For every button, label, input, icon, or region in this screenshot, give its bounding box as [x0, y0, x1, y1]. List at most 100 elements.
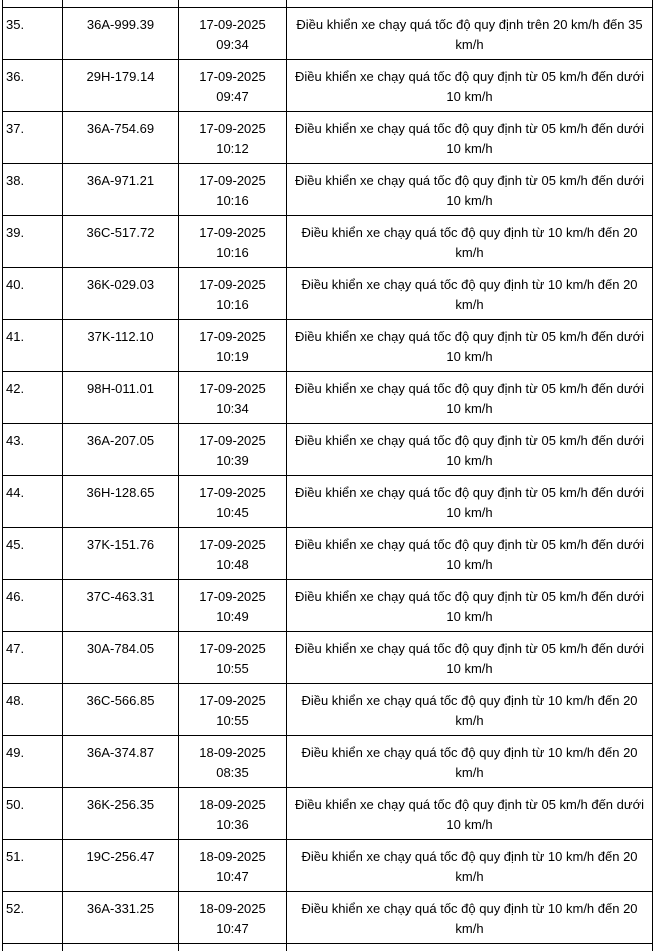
- violation-description-cell: Điều khiển xe chạy quá tốc độ quy định t…: [287, 736, 653, 788]
- partial-row-top: [3, 0, 653, 8]
- violation-description-cell: Điều khiển xe chạy quá tốc độ quy định t…: [287, 216, 653, 268]
- row-number-cell: 42.: [3, 372, 63, 424]
- license-plate-cell: 37C-463.31: [63, 580, 179, 632]
- row-number-cell: 43.: [3, 424, 63, 476]
- violation-datetime-cell: 17-09-2025 10:49: [179, 580, 287, 632]
- partial-cell: [63, 0, 179, 8]
- license-plate-cell: 98H-011.01: [63, 372, 179, 424]
- violation-datetime-cell: 17-09-2025 10:39: [179, 424, 287, 476]
- row-number-cell: 46.: [3, 580, 63, 632]
- license-plate-cell: 36A-207.05: [63, 424, 179, 476]
- violation-description-cell: Điều khiển xe chạy quá tốc độ quy định t…: [287, 684, 653, 736]
- violation-description-cell: Điều khiển xe chạy quá tốc độ quy định t…: [287, 8, 653, 60]
- violation-datetime-cell: 18-09-2025 10:47: [179, 892, 287, 944]
- violation-description-cell: Điều khiển xe chạy quá tốc độ quy định t…: [287, 320, 653, 372]
- license-plate-cell: 36C-517.72: [63, 216, 179, 268]
- violation-datetime-cell: 17-09-2025 10:16: [179, 216, 287, 268]
- partial-cell: [3, 944, 63, 951]
- row-number-cell: 36.: [3, 60, 63, 112]
- violation-description-cell: Điều khiển xe chạy quá tốc độ quy định t…: [287, 632, 653, 684]
- violation-datetime-cell: 17-09-2025 10:19: [179, 320, 287, 372]
- license-plate-cell: 36A-331.25: [63, 892, 179, 944]
- row-number-cell: 50.: [3, 788, 63, 840]
- violation-description-cell: Điều khiển xe chạy quá tốc độ quy định t…: [287, 424, 653, 476]
- violation-datetime-cell: 17-09-2025 10:45: [179, 476, 287, 528]
- license-plate-cell: 36A-971.21: [63, 164, 179, 216]
- violation-datetime-cell: 17-09-2025 09:34: [179, 8, 287, 60]
- license-plate-cell: 36A-754.69: [63, 112, 179, 164]
- row-number-cell: 48.: [3, 684, 63, 736]
- row-number-cell: 38.: [3, 164, 63, 216]
- violation-description-cell: Điều khiển xe chạy quá tốc độ quy định t…: [287, 60, 653, 112]
- license-plate-cell: 36C-566.85: [63, 684, 179, 736]
- partial-cell: [287, 0, 653, 8]
- row-number-cell: 41.: [3, 320, 63, 372]
- partial-row-bottom: [3, 944, 653, 951]
- license-plate-cell: 36H-128.65: [63, 476, 179, 528]
- partial-cell: [287, 944, 653, 951]
- license-plate-cell: 29H-179.14: [63, 60, 179, 112]
- violation-datetime-cell: 17-09-2025 10:55: [179, 632, 287, 684]
- violation-datetime-cell: 17-09-2025 10:12: [179, 112, 287, 164]
- violation-description-cell: Điều khiển xe chạy quá tốc độ quy định t…: [287, 164, 653, 216]
- row-number-cell: 51.: [3, 840, 63, 892]
- license-plate-cell: 36K-029.03: [63, 268, 179, 320]
- license-plate-cell: 37K-151.76: [63, 528, 179, 580]
- license-plate-cell: 37K-112.10: [63, 320, 179, 372]
- license-plate-cell: 36A-999.39: [63, 8, 179, 60]
- violation-description-cell: Điều khiển xe chạy quá tốc độ quy định t…: [287, 892, 653, 944]
- row-number-cell: 39.: [3, 216, 63, 268]
- violation-datetime-cell: 18-09-2025 10:47: [179, 840, 287, 892]
- violation-datetime-cell: 17-09-2025 09:47: [179, 60, 287, 112]
- license-plate-cell: 19C-256.47: [63, 840, 179, 892]
- violation-description-cell: Điều khiển xe chạy quá tốc độ quy định t…: [287, 268, 653, 320]
- row-number-cell: 52.: [3, 892, 63, 944]
- row-number-cell: 47.: [3, 632, 63, 684]
- violation-datetime-cell: 18-09-2025 10:36: [179, 788, 287, 840]
- violation-description-cell: Điều khiển xe chạy quá tốc độ quy định t…: [287, 840, 653, 892]
- row-number-cell: 37.: [3, 112, 63, 164]
- partial-cell: [179, 0, 287, 8]
- violation-datetime-cell: 17-09-2025 10:55: [179, 684, 287, 736]
- violation-datetime-cell: 17-09-2025 10:16: [179, 268, 287, 320]
- violation-description-cell: Điều khiển xe chạy quá tốc độ quy định t…: [287, 112, 653, 164]
- violation-description-cell: Điều khiển xe chạy quá tốc độ quy định t…: [287, 788, 653, 840]
- violation-description-cell: Điều khiển xe chạy quá tốc độ quy định t…: [287, 528, 653, 580]
- license-plate-cell: 36K-256.35: [63, 788, 179, 840]
- partial-cell: [179, 944, 287, 951]
- row-number-cell: 49.: [3, 736, 63, 788]
- row-number-cell: 35.: [3, 8, 63, 60]
- violation-description-cell: Điều khiển xe chạy quá tốc độ quy định t…: [287, 372, 653, 424]
- violation-datetime-cell: 17-09-2025 10:48: [179, 528, 287, 580]
- license-plate-cell: 30A-784.05: [63, 632, 179, 684]
- license-plate-cell: 36A-374.87: [63, 736, 179, 788]
- row-number-cell: 45.: [3, 528, 63, 580]
- row-number-cell: 44.: [3, 476, 63, 528]
- violation-description-cell: Điều khiển xe chạy quá tốc độ quy định t…: [287, 476, 653, 528]
- violation-description-cell: Điều khiển xe chạy quá tốc độ quy định t…: [287, 580, 653, 632]
- violation-datetime-cell: 18-09-2025 08:35: [179, 736, 287, 788]
- violation-datetime-cell: 17-09-2025 10:16: [179, 164, 287, 216]
- partial-cell: [63, 944, 179, 951]
- partial-cell: [3, 0, 63, 8]
- violation-datetime-cell: 17-09-2025 10:34: [179, 372, 287, 424]
